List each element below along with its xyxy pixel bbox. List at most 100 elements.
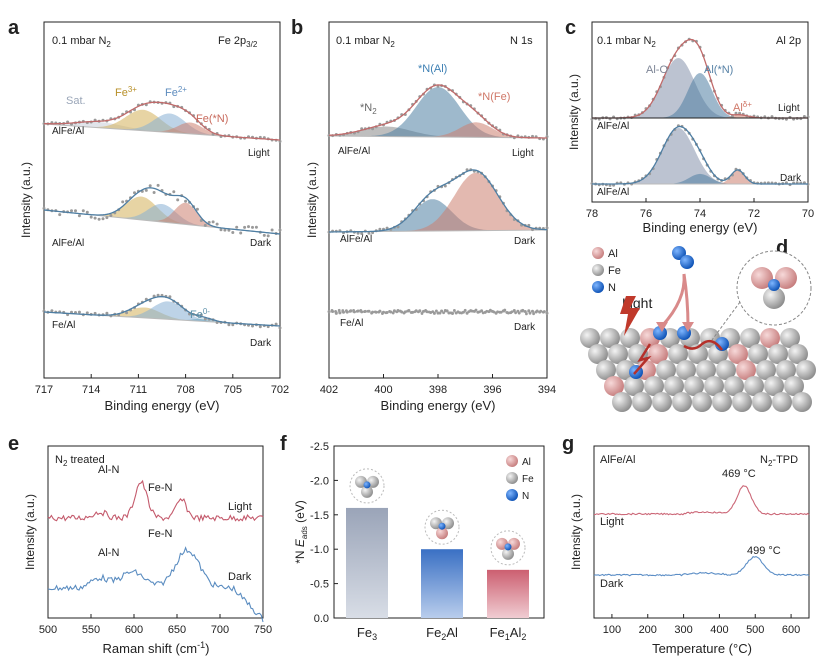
x-tick-label: 500 xyxy=(39,624,57,636)
n2-molecule xyxy=(672,246,694,269)
fe-atom xyxy=(752,392,772,412)
data-point xyxy=(388,310,391,313)
data-point xyxy=(417,310,420,314)
fe-atom xyxy=(652,392,672,412)
peak-label-fe3: Fe3+ xyxy=(115,85,137,99)
sample-label: Fe/Al xyxy=(52,320,75,331)
state-label: Dark xyxy=(780,173,802,184)
x-tick-label: 700 xyxy=(211,624,229,636)
data-point xyxy=(195,207,199,211)
fe-atom xyxy=(696,360,716,380)
data-point xyxy=(251,324,254,328)
data-point xyxy=(440,309,444,313)
fe-atom xyxy=(632,392,652,412)
data-point xyxy=(144,188,148,192)
data-point xyxy=(239,231,243,235)
data-point xyxy=(184,199,188,203)
data-point xyxy=(481,311,485,315)
data-point xyxy=(176,198,180,202)
legend-swatch-al xyxy=(592,247,604,259)
y-axis-label: *N Eads (eV) xyxy=(293,500,309,564)
peak-label-aln: Al(*N) xyxy=(704,64,733,76)
panel-d: d Al Fe N Light xyxy=(580,237,816,412)
dissociation-arrow xyxy=(682,273,690,327)
panel-a: a 0.1 mbar N2 Fe 2p3/2 717 714 711 708 705 70… xyxy=(8,17,289,413)
state-label: Light xyxy=(228,501,252,513)
al-atom xyxy=(775,267,797,289)
condition-label: N2 treated xyxy=(55,454,105,468)
data-point xyxy=(105,311,109,315)
zoom-line xyxy=(711,301,741,341)
data-point xyxy=(370,311,373,315)
legend-swatch-fe xyxy=(592,264,604,276)
data-point xyxy=(243,225,247,229)
data-point xyxy=(58,213,62,217)
fe-atom xyxy=(624,376,644,396)
fe-atom xyxy=(712,392,732,412)
data-point xyxy=(478,310,481,314)
data-point xyxy=(334,310,337,313)
data-point xyxy=(442,311,445,315)
data-point xyxy=(436,311,440,315)
data-point xyxy=(507,311,510,315)
x-tick-label: 550 xyxy=(82,624,100,636)
data-point xyxy=(485,309,489,313)
sample-label: AlFe/Al xyxy=(338,146,370,157)
component-peak xyxy=(592,173,808,184)
data-point xyxy=(730,114,734,118)
core-level-label: Al 2p xyxy=(776,35,801,47)
fe-atom xyxy=(772,392,792,412)
peak-label-fe0: Fe0- xyxy=(190,307,210,321)
data-point xyxy=(85,311,89,315)
sample-label: AlFe/Al xyxy=(340,234,372,245)
component-peak xyxy=(44,301,280,326)
data-point xyxy=(50,309,54,313)
n-atom xyxy=(680,255,694,269)
fe-atom xyxy=(744,376,764,396)
bar-fe1al2 xyxy=(487,569,529,618)
legend-swatch-n xyxy=(506,489,518,501)
fe-atom xyxy=(676,360,696,380)
data-point xyxy=(81,209,85,213)
fe-atom xyxy=(664,376,684,396)
data-point xyxy=(366,309,370,313)
fe-atom xyxy=(732,392,752,412)
al-atom xyxy=(736,360,756,380)
fe-atom xyxy=(788,344,808,364)
peak-label-aln: Al-N xyxy=(98,547,119,559)
fe-atom xyxy=(596,360,616,380)
x-tick-label: 74 xyxy=(694,208,706,220)
x-tick-label: 600 xyxy=(782,624,800,636)
data-point xyxy=(341,309,345,312)
data-point xyxy=(360,232,364,235)
data-point xyxy=(378,227,382,231)
x-tick-label: Fe3 xyxy=(357,625,377,642)
legend-label-al: Al xyxy=(522,457,531,468)
data-point xyxy=(445,309,449,313)
component-peak xyxy=(44,113,280,140)
sample-label: AlFe/Al xyxy=(52,238,84,249)
component-peak xyxy=(44,204,280,234)
data-point xyxy=(330,308,334,312)
data-point xyxy=(203,223,207,227)
panel-c: c 0.1 mbar N2 Al 2p 78 76 74 72 70 AlFe/Al A… xyxy=(565,17,814,235)
peak-label-fen: Fe-N xyxy=(148,482,173,494)
fit-envelope xyxy=(43,187,281,235)
y-axis-label: Intensity (a.u.) xyxy=(19,162,33,238)
data-point xyxy=(438,311,442,315)
y-tick-label: 0.0 xyxy=(314,613,329,625)
peak-temp-label: 499 °C xyxy=(747,545,781,557)
legend-label-fe: Fe xyxy=(522,474,534,485)
data-point xyxy=(152,191,156,194)
tpd-curve-light xyxy=(593,485,810,516)
x-tick-label: 402 xyxy=(320,384,338,396)
data-point xyxy=(156,293,160,297)
component-peak xyxy=(592,128,808,184)
data-point xyxy=(105,216,109,220)
data-point xyxy=(355,309,359,313)
data-point xyxy=(172,190,176,194)
al-atom xyxy=(728,344,748,364)
state-label: Dark xyxy=(514,236,536,247)
